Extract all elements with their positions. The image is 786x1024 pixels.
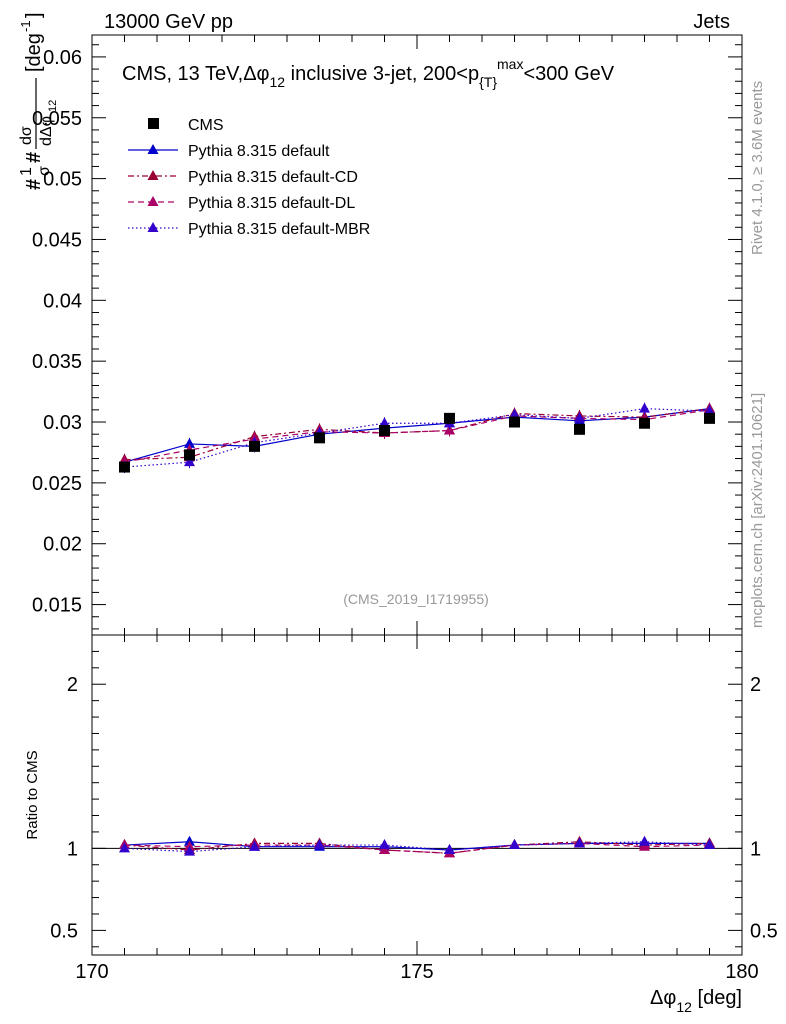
legend-marker	[147, 222, 159, 232]
legend-label: Pythia 8.315 default-MBR	[188, 221, 370, 238]
series-point-4	[639, 402, 650, 413]
ratio-line-3	[124, 841, 710, 853]
series-line-1	[124, 408, 710, 463]
y-tick-label: 0.035	[32, 351, 82, 373]
x-label-unit: [deg]	[692, 987, 742, 1009]
ratio-tick-label-right: 0.5	[750, 920, 778, 942]
x-axis-label: Δφ12 [deg]	[650, 987, 742, 1015]
legend: CMS Pythia 8.315 default Pythia 8.315 defa…	[128, 117, 370, 238]
y-tick-label: 0.025	[32, 473, 82, 495]
y-tick-label: 0.04	[43, 290, 82, 312]
cms-data-point	[704, 412, 715, 424]
legend-marker	[147, 170, 159, 180]
series-point-4	[704, 405, 715, 416]
y-label-unit: [deg	[23, 33, 45, 72]
ratio-tick-label-left: 0.5	[50, 920, 78, 942]
title-mid: inclusive 3-jet, 200<p	[285, 63, 479, 85]
title-post: <300 GeV	[523, 63, 614, 85]
cms-data-point	[444, 412, 455, 424]
y-tick-label: 0.045	[32, 229, 82, 251]
ratio-plot	[92, 835, 742, 858]
ratio-point-3	[509, 839, 520, 850]
series-point-4	[184, 456, 195, 467]
series-line-2	[124, 408, 710, 461]
ratio-line-0	[124, 841, 710, 851]
series-line-3	[124, 409, 710, 463]
main-plot	[119, 402, 715, 474]
header-left: 13000 GeV pp	[104, 11, 233, 33]
x-label-sub: 12	[676, 999, 692, 1015]
y-label-frac1: 1	[18, 167, 35, 176]
y-tick-label: 0.02	[43, 534, 82, 556]
ratio-point-3	[574, 837, 585, 848]
ratio-tick-label-right: 1	[750, 838, 761, 860]
legend-marker	[147, 196, 159, 206]
y-tick-label: 0.055	[32, 108, 82, 130]
series-point-4	[509, 408, 520, 419]
cms-data-point	[574, 423, 585, 435]
y-label-hash1: #	[23, 179, 45, 190]
ratio-point-3	[379, 839, 390, 850]
x-tick-label: 180	[725, 961, 758, 983]
y-label-dsigma: dσ	[18, 126, 35, 145]
series-point-4	[574, 412, 585, 423]
cms-data-point	[314, 432, 325, 444]
series-point-1	[184, 437, 195, 448]
title-subT: {T}	[479, 74, 497, 90]
y-axis-label: # 1 σ # dσ dΔφ 12 [deg -1 ]	[18, 12, 59, 190]
series-point-3	[444, 424, 455, 435]
ratio-tick-label-left: 2	[67, 674, 78, 696]
mcplots-credit-text: mcplots.cern.ch [arXiv:2401.10621]	[749, 393, 766, 628]
ratio-point-3	[704, 839, 715, 850]
legend-marker-cms	[148, 118, 159, 129]
y-tick-label: 0.03	[43, 412, 82, 434]
x-label-main: Δφ	[650, 987, 676, 1009]
legend-label: Pythia 8.315 default-CD	[188, 169, 358, 186]
ratio-point-3	[249, 840, 260, 851]
legend-label: CMS	[188, 117, 224, 134]
title-dphi: Δφ	[243, 63, 269, 85]
x-tick-label: 175	[400, 961, 433, 983]
y-label-sub: 12	[47, 100, 59, 112]
series-point-4	[379, 417, 390, 428]
cms-data-point	[184, 449, 195, 461]
ratio-plot-frame	[91, 634, 743, 956]
cms-data-point	[249, 440, 260, 452]
x-tick-label: 170	[75, 961, 108, 983]
title-sub12: 12	[270, 74, 286, 90]
legend-label: Pythia 8.315 default-DL	[188, 195, 355, 212]
ratio-line-2	[124, 842, 710, 854]
cms-data-point	[639, 417, 650, 429]
ratio-point-3	[639, 835, 650, 846]
rivet-version-text: Rivet 4.1.0, ≥ 3.6M events	[749, 81, 766, 255]
legend-label: Pythia 8.315 default	[188, 143, 330, 160]
title-pre: CMS, 13 TeV,	[122, 63, 243, 85]
ratio-point-3	[444, 843, 455, 854]
y-label-close: ]	[23, 12, 45, 18]
y-label-hash2: #	[23, 152, 45, 163]
ratio-y-label: Ratio to CMS	[24, 750, 41, 839]
header-right: Jets	[693, 11, 730, 33]
ratio-point-3	[119, 842, 130, 853]
y-label-exp: -1	[18, 20, 33, 32]
ratio-tick-label-left: 1	[67, 838, 78, 860]
axes: 170 175 180 0.015 0.02 0.025 0.03 0.035 0.04 0.04…	[32, 35, 778, 983]
legend-marker	[147, 144, 159, 154]
y-tick-label: 0.015	[32, 595, 82, 617]
series-line-4	[124, 408, 710, 468]
y-tick-label: 0.06	[43, 47, 82, 69]
cms-data-point	[379, 425, 390, 437]
y-tick-label: 0.05	[43, 169, 82, 191]
chart-title: CMS, 13 TeV,Δφ12 inclusive 3-jet, 200<p{…	[122, 56, 615, 90]
ratio-point-3	[184, 845, 195, 856]
y-label-sigma: σ	[36, 166, 53, 176]
ratio-tick-label-right: 2	[750, 674, 761, 696]
ratio-point-3	[314, 839, 325, 850]
cms-data-point	[119, 461, 130, 473]
cms-data-point	[509, 416, 520, 428]
y-label-ddphi: dΔφ	[38, 116, 55, 146]
title-supmax: max	[497, 56, 523, 72]
watermark: (CMS_2019_I1719955)	[343, 591, 489, 607]
